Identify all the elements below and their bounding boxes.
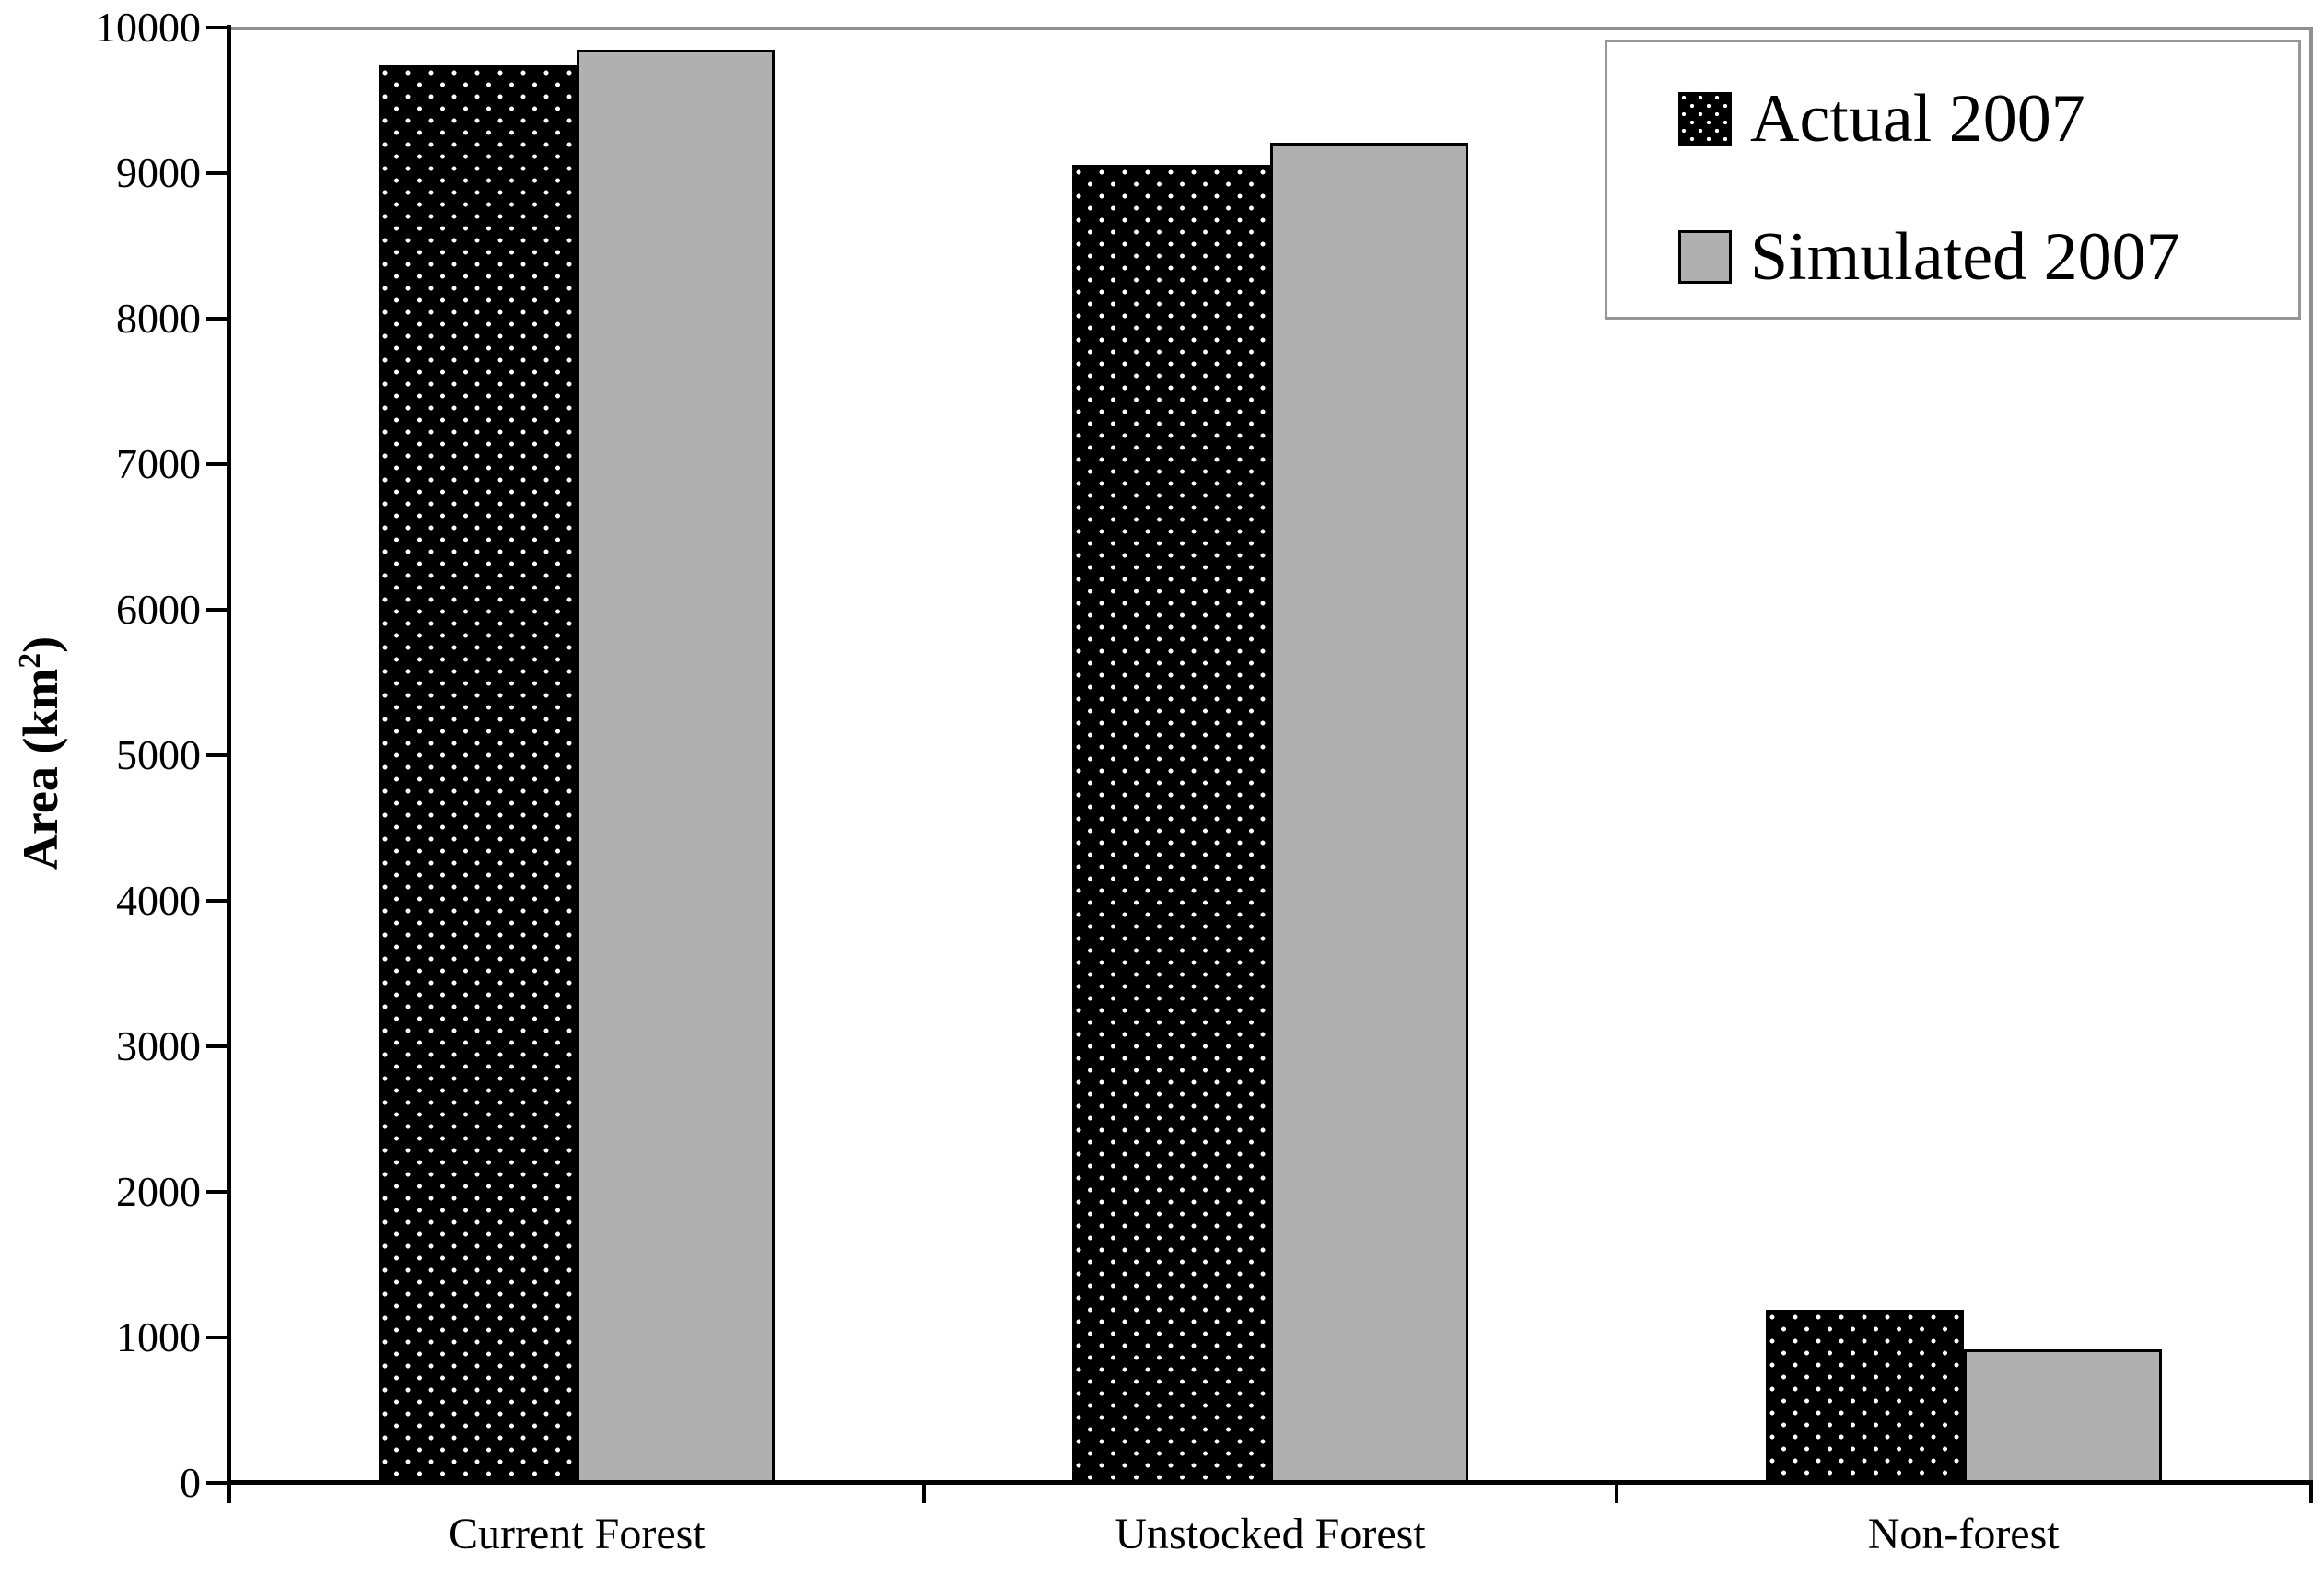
bar-simulated-2007-non-forest	[1963, 1348, 2162, 1483]
bar-actual-2007-current-forest	[379, 65, 578, 1483]
bar-actual-2007-non-forest	[1765, 1309, 1964, 1483]
y-tick-mark-3000	[206, 1044, 231, 1048]
y-tick-mark-10000	[206, 26, 231, 29]
legend: Actual 2007 Simulated 2007	[1605, 40, 2301, 320]
superscript-2: 2	[13, 652, 47, 669]
bar-simulated-2007-current-forest	[577, 49, 776, 1483]
y-tick-label-7000: 7000	[116, 440, 201, 487]
plot-border-top	[230, 27, 2313, 30]
y-tick-mark-7000	[206, 462, 231, 466]
x-category-label-unstocked-forest: Unstocked Forest	[1115, 1510, 1426, 1558]
bar-actual-2007-unstocked-forest	[1072, 164, 1270, 1483]
y-tick-mark-9000	[206, 171, 231, 175]
x-tick-mark-right	[2309, 1485, 2313, 1503]
y-axis-title: Area (km2)	[13, 636, 68, 871]
x-category-label-non-forest: Non-forest	[1867, 1510, 2060, 1558]
bar-simulated-2007-unstocked-forest	[1270, 142, 1468, 1483]
y-tick-mark-5000	[206, 753, 231, 757]
x-axis-line	[227, 1480, 2313, 1485]
y-tick-mark-8000	[206, 317, 231, 321]
legend-item-simulated-2007: Simulated 2007	[1678, 216, 2180, 298]
legend-swatch-simulated-2007	[1678, 230, 1732, 284]
y-tick-label-6000: 6000	[116, 586, 201, 633]
y-tick-mark-6000	[206, 608, 231, 612]
x-category-label-current-forest: Current Forest	[449, 1510, 706, 1558]
y-tick-label-3000: 3000	[116, 1022, 201, 1069]
legend-swatch-actual-2007	[1678, 92, 1732, 146]
y-tick-label-2000: 2000	[116, 1168, 201, 1215]
y-tick-label-0: 0	[180, 1459, 201, 1506]
legend-item-actual-2007: Actual 2007	[1678, 77, 2085, 160]
y-tick-mark-2000	[206, 1190, 231, 1194]
y-tick-label-5000: 5000	[116, 731, 201, 778]
y-tick-mark-4000	[206, 899, 231, 903]
y-tick-label-9000: 9000	[116, 149, 201, 196]
plot-border-right	[2309, 27, 2313, 1483]
y-axis-line	[227, 25, 231, 1503]
y-tick-mark-1000	[206, 1336, 231, 1339]
y-tick-label-4000: 4000	[116, 877, 201, 924]
y-tick-label-10000: 10000	[95, 4, 201, 51]
legend-label: Actual 2007	[1750, 80, 2085, 157]
x-tick-mark-1	[921, 1485, 926, 1503]
legend-label: Simulated 2007	[1750, 218, 2180, 295]
y-tick-label-8000: 8000	[116, 295, 201, 342]
y-tick-label-1000: 1000	[116, 1313, 201, 1360]
y-tick-mark-0	[206, 1481, 231, 1485]
x-tick-mark-2	[1615, 1485, 1619, 1503]
